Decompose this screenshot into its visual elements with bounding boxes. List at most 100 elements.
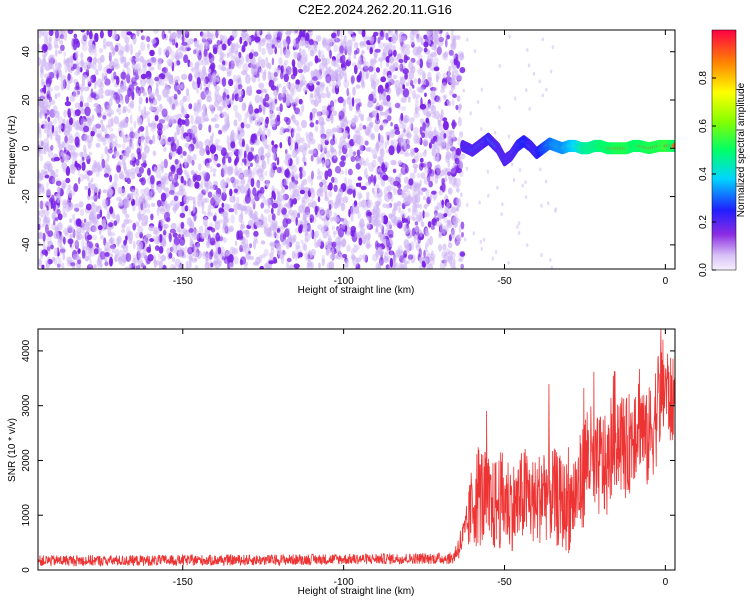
noise-blob xyxy=(239,184,246,194)
noise-blob xyxy=(43,54,46,64)
noise-blob xyxy=(404,115,408,123)
noise-blob xyxy=(409,79,414,87)
noise-blob xyxy=(399,263,405,269)
noise-blob xyxy=(57,92,61,98)
noise-blob xyxy=(388,213,393,219)
noise-blob xyxy=(345,153,349,159)
noise-blob xyxy=(255,30,262,35)
noise-blob xyxy=(409,117,414,125)
noise-blob xyxy=(57,62,62,71)
noise-blob xyxy=(245,123,251,129)
noise-blob xyxy=(183,54,189,64)
noise-blob xyxy=(186,154,192,164)
noise-blob xyxy=(250,147,254,152)
noise-blob xyxy=(129,131,136,139)
noise-blob xyxy=(338,66,342,76)
noise-blob xyxy=(155,80,160,87)
noise-blob xyxy=(209,135,214,144)
noise-blob xyxy=(328,131,335,137)
noise-blob xyxy=(96,213,101,220)
noise-blob xyxy=(227,151,233,158)
noise-blob xyxy=(132,74,136,80)
noise-blob xyxy=(112,94,116,100)
noise-blob xyxy=(53,85,60,91)
noise-blob xyxy=(69,117,73,126)
noise-blob xyxy=(122,256,126,263)
noise-blob xyxy=(532,71,536,76)
noise-blob xyxy=(111,110,114,115)
noise-blob xyxy=(184,161,188,169)
noise-blob xyxy=(450,166,456,174)
noise-blob xyxy=(211,31,214,38)
noise-blob xyxy=(196,198,202,206)
noise-blob xyxy=(315,205,320,212)
noise-blob xyxy=(38,57,42,67)
noise-blob xyxy=(436,202,441,211)
noise-blob xyxy=(139,56,144,63)
noise-blob xyxy=(57,140,61,149)
noise-blob xyxy=(114,254,118,263)
noise-blob xyxy=(179,51,183,59)
noise-blob xyxy=(442,52,449,61)
noise-blob xyxy=(125,235,128,241)
noise-blob xyxy=(253,235,258,241)
noise-blob xyxy=(190,257,194,263)
noise-blob xyxy=(63,30,68,41)
noise-blob xyxy=(260,58,266,69)
noise-blob xyxy=(366,44,370,51)
noise-blob xyxy=(407,96,411,103)
noise-blob xyxy=(375,67,381,73)
noise-blob xyxy=(163,33,167,39)
noise-blob xyxy=(352,134,359,144)
noise-blob xyxy=(430,82,434,87)
noise-blob xyxy=(148,225,155,232)
noise-blob xyxy=(221,163,228,171)
noise-blob xyxy=(204,55,211,66)
noise-blob xyxy=(119,54,125,64)
noise-blob xyxy=(81,239,85,248)
noise-blob xyxy=(364,234,367,240)
noise-blob xyxy=(119,83,124,90)
noise-blob xyxy=(240,161,243,166)
noise-blob xyxy=(143,204,147,215)
noise-blob xyxy=(336,73,342,82)
noise-blob xyxy=(67,184,72,190)
noise-blob xyxy=(371,159,377,168)
noise-blob xyxy=(64,230,70,237)
noise-blob xyxy=(74,240,79,247)
noise-blob xyxy=(285,149,288,155)
noise-blob xyxy=(318,262,321,269)
noise-blob xyxy=(228,208,235,213)
noise-blob xyxy=(409,86,412,94)
noise-blob xyxy=(429,193,433,201)
noise-blob xyxy=(196,76,201,86)
noise-blob xyxy=(430,225,435,230)
noise-blob xyxy=(90,183,97,190)
noise-blob xyxy=(171,50,175,60)
noise-blob xyxy=(176,31,182,39)
noise-blob xyxy=(63,51,67,57)
noise-blob xyxy=(218,207,224,213)
noise-blob xyxy=(127,87,132,98)
noise-blob xyxy=(197,98,202,104)
noise-blob xyxy=(444,251,448,256)
noise-blob xyxy=(38,200,41,210)
noise-blob xyxy=(280,71,284,80)
noise-blob xyxy=(132,35,137,45)
noise-blob xyxy=(208,124,212,133)
noise-blob xyxy=(357,231,364,240)
noise-blob xyxy=(366,199,373,209)
noise-blob xyxy=(150,213,154,221)
noise-blob xyxy=(130,45,133,56)
noise-blob xyxy=(175,148,180,154)
noise-blob xyxy=(293,103,296,111)
noise-blob xyxy=(296,52,300,59)
noise-blob xyxy=(194,40,198,48)
noise-blob xyxy=(521,183,524,188)
noise-blob xyxy=(340,124,346,131)
noise-blob xyxy=(450,229,456,239)
noise-blob xyxy=(353,244,358,253)
noise-blob xyxy=(409,172,416,180)
noise-blob xyxy=(352,86,356,96)
noise-blob xyxy=(365,73,369,80)
